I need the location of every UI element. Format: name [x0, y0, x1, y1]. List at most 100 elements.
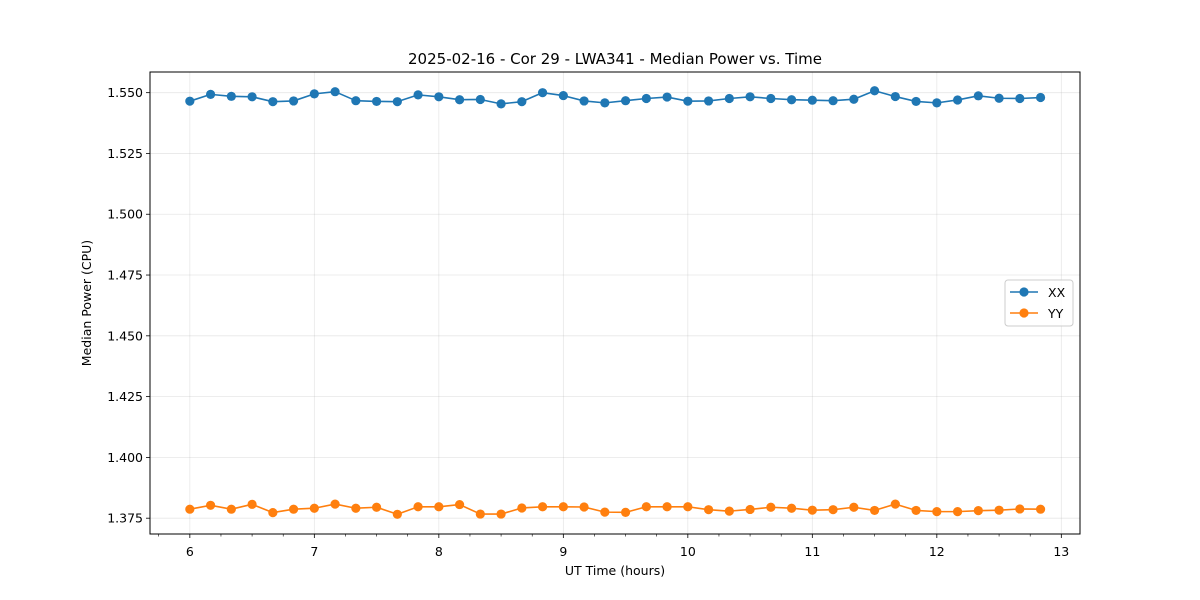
- x-tick-label: 7: [310, 544, 318, 559]
- legend-marker-xx: [1019, 287, 1029, 297]
- data-point-xx: [641, 93, 651, 104]
- y-tick-label: 1.400: [107, 450, 143, 465]
- data-point-xx: [890, 91, 900, 102]
- data-point-xx: [932, 98, 942, 108]
- data-point-yy: [703, 505, 714, 515]
- legend-marker-yy: [1019, 308, 1029, 318]
- data-point-xx: [828, 96, 838, 106]
- data-point-yy: [869, 505, 880, 516]
- axis-ticks: 6 7 8 9 10 11 12 13 1.375 1.400 1.425 1.450 1.475 1.5…: [107, 85, 1069, 559]
- data-point-xx: [662, 92, 672, 102]
- data-point-yy: [890, 499, 900, 509]
- grid: [150, 72, 1080, 534]
- data-point-yy: [600, 507, 610, 517]
- data-point-xx: [226, 91, 236, 101]
- data-point-xx: [807, 95, 817, 105]
- data-point-xx: [952, 95, 963, 105]
- data-point-xx: [994, 93, 1004, 103]
- data-point-xx: [620, 96, 631, 106]
- x-tick-label: 11: [804, 544, 820, 559]
- plot-frame: [149, 71, 1081, 535]
- chart-title: 2025-02-16 - Cor 29 - LWA341 - Median Po…: [408, 50, 822, 68]
- data-point-yy: [973, 506, 983, 516]
- data-point-xx: [185, 96, 195, 106]
- data-point-xx: [600, 98, 610, 108]
- x-tick-label: 10: [680, 544, 696, 559]
- data-point-xx: [413, 90, 423, 100]
- data-point-xx: [724, 93, 734, 104]
- data-point-xx: [330, 87, 340, 97]
- data-point-yy: [1015, 504, 1025, 514]
- data-point-xx: [454, 95, 465, 105]
- y-axis-label: Median Power (CPU): [79, 240, 94, 366]
- data-point-xx: [537, 88, 548, 98]
- data-point-xx: [351, 96, 361, 106]
- data-point-yy: [247, 499, 257, 509]
- data-point-yy: [932, 507, 942, 517]
- x-tick-label: 12: [929, 544, 945, 559]
- data-point-xx: [869, 86, 880, 96]
- data-point-xx: [434, 92, 444, 102]
- y-tick-label: 1.475: [107, 268, 143, 283]
- data-point-xx: [475, 94, 485, 105]
- data-point-yy: [226, 504, 236, 514]
- data-point-xx: [268, 97, 278, 107]
- data-point-xx: [745, 92, 755, 102]
- y-tick-label: 1.500: [107, 207, 143, 222]
- data-point-xx: [1035, 92, 1046, 103]
- y-tick-label: 1.450: [107, 328, 143, 343]
- legend: XX YY: [1004, 279, 1074, 327]
- data-point-yy: [558, 502, 568, 512]
- data-point-xx: [973, 91, 983, 101]
- legend-label-xx: XX: [1048, 285, 1066, 300]
- data-point-xx: [288, 96, 299, 106]
- y-tick-label: 1.375: [107, 511, 143, 526]
- data-point-yy: [952, 507, 963, 517]
- data-point-xx: [849, 94, 859, 104]
- series-layer: [185, 86, 1046, 519]
- data-point-yy: [351, 503, 361, 513]
- x-tick-label: 8: [435, 544, 443, 559]
- data-point-yy: [288, 504, 299, 514]
- y-tick-label: 1.550: [107, 85, 143, 100]
- data-point-xx: [786, 95, 797, 105]
- data-point-xx: [496, 99, 506, 109]
- data-point-yy: [662, 502, 672, 512]
- data-point-xx: [205, 89, 216, 99]
- legend-label-yy: YY: [1047, 306, 1064, 321]
- data-point-yy: [392, 509, 402, 519]
- x-tick-label: 9: [559, 544, 567, 559]
- data-point-yy: [745, 504, 755, 515]
- data-point-yy: [641, 502, 651, 512]
- data-point-yy: [185, 504, 195, 514]
- data-point-xx: [766, 93, 776, 104]
- data-point-yy: [786, 503, 797, 513]
- data-point-yy: [330, 499, 340, 509]
- data-point-yy: [683, 502, 693, 512]
- y-tick-label: 1.425: [107, 389, 143, 404]
- data-point-xx: [558, 90, 568, 101]
- x-tick-label: 13: [1053, 544, 1069, 559]
- data-point-xx: [1015, 93, 1025, 104]
- data-point-xx: [371, 96, 382, 107]
- data-point-xx: [392, 97, 402, 107]
- data-point-yy: [454, 499, 465, 510]
- data-point-yy: [496, 509, 506, 519]
- data-point-xx: [911, 96, 921, 107]
- data-point-xx: [703, 96, 714, 106]
- data-point-yy: [620, 507, 631, 517]
- data-point-yy: [537, 502, 548, 512]
- data-point-yy: [828, 505, 838, 515]
- data-point-yy: [911, 505, 921, 516]
- data-point-yy: [807, 505, 817, 515]
- data-point-xx: [517, 97, 527, 107]
- x-axis-label: UT Time (hours): [565, 563, 665, 578]
- data-point-xx: [309, 89, 319, 99]
- data-point-yy: [205, 500, 216, 510]
- data-point-xx: [683, 96, 693, 106]
- data-point-xx: [247, 92, 257, 102]
- data-point-yy: [434, 502, 444, 512]
- x-tick-label: 6: [186, 544, 194, 559]
- data-point-yy: [517, 503, 527, 513]
